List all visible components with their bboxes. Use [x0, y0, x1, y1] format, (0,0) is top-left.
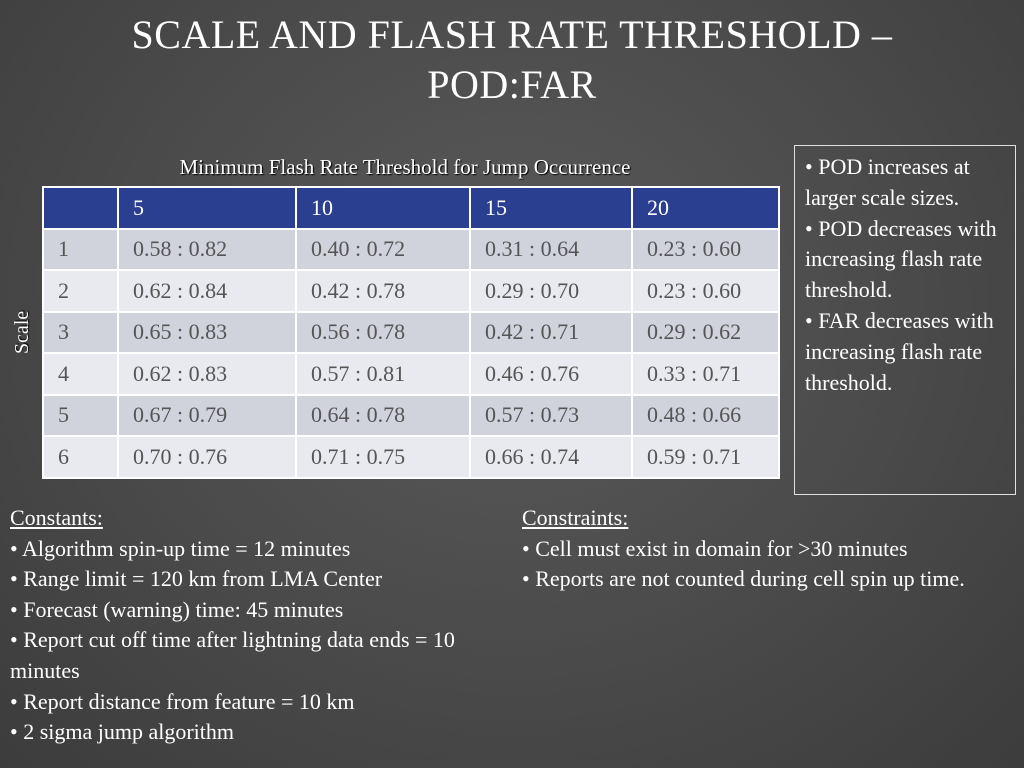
findings-box: • POD increases at larger scale sizes. •…: [794, 145, 1016, 495]
slide-title: SCALE AND FLASH RATE THRESHOLD – POD:FAR: [40, 10, 984, 110]
table-cell: 0.64 : 0.78: [295, 393, 471, 437]
column-header: 10: [295, 186, 471, 230]
table-cell: 0.42 : 0.78: [295, 269, 471, 313]
header-corner: [42, 186, 119, 230]
table-cell: 0.31 : 0.64: [469, 227, 633, 271]
table-cell: 0.40 : 0.72: [295, 227, 471, 271]
constraints-heading: Constraints:: [522, 505, 629, 530]
table-cell: 0.56 : 0.78: [295, 310, 471, 354]
table-cell: 0.59 : 0.71: [631, 435, 780, 479]
table-cell: 0.42 : 0.71: [469, 310, 633, 354]
table-cell: 0.57 : 0.81: [295, 352, 471, 396]
finding-item: • POD decreases with increasing flash ra…: [805, 215, 997, 303]
finding-item: • POD increases at larger scale sizes.: [805, 154, 970, 210]
table-cell: 0.33 : 0.71: [631, 352, 780, 396]
table-cell: 0.70 : 0.76: [117, 435, 297, 479]
column-header: 20: [631, 186, 780, 230]
constant-item: • Report cut off time after lightning da…: [10, 627, 455, 683]
table-header-row: 5 10 15 20: [42, 186, 780, 230]
table-row: 4 0.62 : 0.83 0.57 : 0.81 0.46 : 0.76 0.…: [42, 352, 780, 396]
table-cell: 0.29 : 0.62: [631, 310, 780, 354]
constant-item: • 2 sigma jump algorithm: [10, 719, 235, 745]
constraint-item: • Cell must exist in domain for >30 minu…: [522, 535, 908, 561]
table-row: 1 0.58 : 0.82 0.40 : 0.72 0.31 : 0.64 0.…: [42, 227, 780, 271]
title-line-1: SCALE AND FLASH RATE THRESHOLD –: [131, 12, 893, 57]
scale-cell: 4: [42, 352, 119, 396]
scale-cell: 3: [42, 310, 119, 354]
table-cell: 0.62 : 0.83: [117, 352, 297, 396]
table-row: 3 0.65 : 0.83 0.56 : 0.78 0.42 : 0.71 0.…: [42, 310, 780, 354]
table-cell: 0.58 : 0.82: [117, 227, 297, 271]
table-cell: 0.65 : 0.83: [117, 310, 297, 354]
scale-axis-label: Scale: [11, 310, 33, 354]
scale-cell: 1: [42, 227, 119, 271]
table-cell: 0.48 : 0.66: [631, 393, 780, 437]
constant-item: • Algorithm spin-up time = 12 minutes: [10, 535, 351, 561]
table-row: 2 0.62 : 0.84 0.42 : 0.78 0.29 : 0.70 0.…: [42, 269, 780, 313]
table-cell: 0.29 : 0.70: [469, 269, 633, 313]
constraint-item: • Reports are not counted during cell sp…: [522, 566, 965, 592]
scale-cell: 2: [42, 269, 119, 313]
constraints-section: Constraints: • Cell must exist in domain…: [522, 503, 1020, 595]
constants-heading: Constants:: [10, 505, 103, 530]
table-cell: 0.23 : 0.60: [631, 269, 780, 313]
table-cell: 0.23 : 0.60: [631, 227, 780, 271]
pod-far-table: 5 10 15 20 1 0.58 : 0.82 0.40 : 0.72 0.3…: [42, 186, 780, 479]
table-row: 5 0.67 : 0.79 0.64 : 0.78 0.57 : 0.73 0.…: [42, 393, 780, 437]
title-line-2: POD:FAR: [427, 62, 597, 107]
scale-cell: 5: [42, 393, 119, 437]
table-cell: 0.67 : 0.79: [117, 393, 297, 437]
column-header: 15: [469, 186, 633, 230]
table-cell: 0.46 : 0.76: [469, 352, 633, 396]
table-cell: 0.57 : 0.73: [469, 393, 633, 437]
table-cell: 0.71 : 0.75: [295, 435, 471, 479]
constant-item: • Range limit = 120 km from LMA Center: [10, 566, 383, 592]
scale-cell: 6: [42, 435, 119, 479]
table-cell: 0.62 : 0.84: [117, 269, 297, 313]
constant-item: • Forecast (warning) time: 45 minutes: [10, 596, 344, 622]
column-header: 5: [117, 186, 297, 230]
finding-item: • FAR decreases with increasing flash ra…: [805, 307, 994, 395]
constant-item: • Report distance from feature = 10 km: [10, 688, 355, 714]
table-caption: Minimum Flash Rate Threshold for Jump Oc…: [179, 155, 631, 179]
table-row: 6 0.70 : 0.76 0.71 : 0.75 0.66 : 0.74 0.…: [42, 435, 780, 479]
constants-section: Constants: • Algorithm spin-up time = 12…: [10, 503, 505, 748]
table-cell: 0.66 : 0.74: [469, 435, 633, 479]
